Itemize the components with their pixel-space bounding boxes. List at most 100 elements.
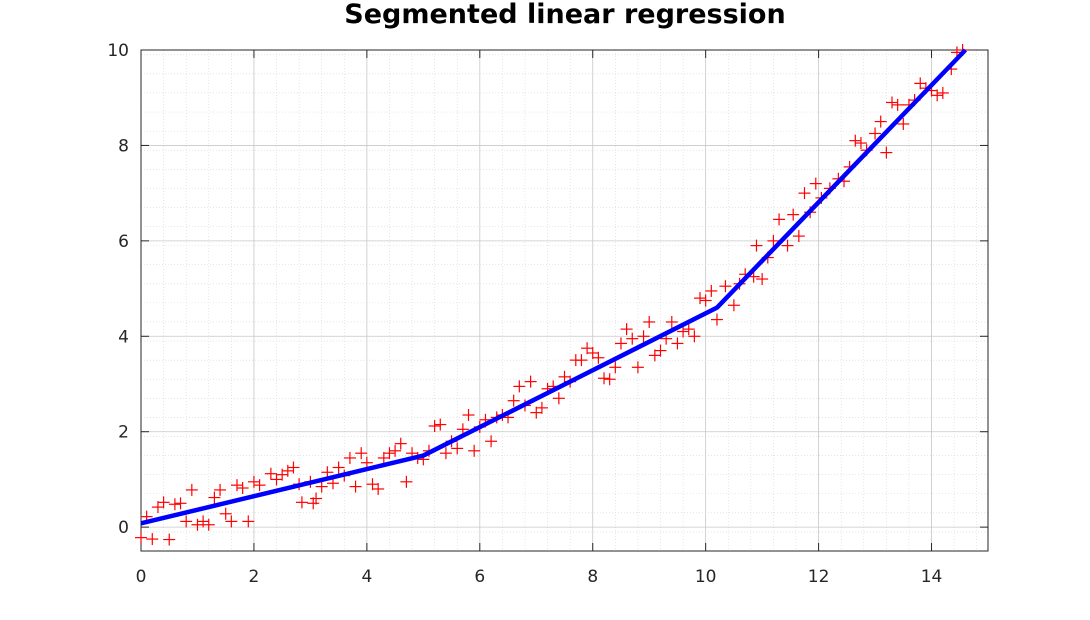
x-tick-label: 10 <box>695 567 717 587</box>
x-tick-label: 6 <box>474 567 485 587</box>
data-point <box>168 498 181 511</box>
plot-frame <box>140 49 989 552</box>
data-point <box>270 473 283 486</box>
data-point <box>598 372 611 385</box>
data-point <box>592 351 605 364</box>
data-point <box>287 461 300 474</box>
data-point <box>281 464 294 477</box>
data-point <box>295 496 308 509</box>
data-point <box>377 451 390 464</box>
fit-line-group <box>140 48 968 526</box>
data-point <box>230 479 243 492</box>
data-point <box>264 467 277 480</box>
data-point <box>637 330 650 343</box>
y-tick-label: 4 <box>118 327 129 347</box>
data-point <box>897 117 910 130</box>
axes <box>140 49 989 552</box>
data-point <box>688 330 701 343</box>
y-tick-label: 10 <box>107 41 129 61</box>
data-point <box>191 518 204 531</box>
data-point <box>315 480 328 493</box>
data-point <box>886 96 899 109</box>
data-point <box>225 515 238 528</box>
grid <box>140 49 988 552</box>
data-point <box>389 444 402 457</box>
data-point <box>648 349 661 362</box>
x-tick-label: 12 <box>808 567 830 587</box>
data-point <box>936 86 949 99</box>
data-point <box>372 482 385 495</box>
data-point <box>654 344 667 357</box>
data-point <box>581 342 594 355</box>
data-point <box>360 456 373 469</box>
data-point <box>383 447 396 460</box>
data-point <box>781 239 794 252</box>
data-point <box>767 234 780 247</box>
data-point <box>400 475 413 488</box>
data-point <box>197 515 210 528</box>
y-tick-label: 6 <box>118 232 129 252</box>
data-point <box>665 315 678 328</box>
data-point <box>485 435 498 448</box>
data-point <box>914 77 927 90</box>
data-point <box>451 442 464 455</box>
data-point <box>719 280 732 293</box>
data-point <box>439 447 452 460</box>
data-point <box>891 98 904 111</box>
data-point <box>727 299 740 312</box>
data-point <box>530 406 543 419</box>
data-point <box>699 294 712 307</box>
data-point <box>609 361 622 374</box>
data-point <box>151 501 164 514</box>
data-point <box>185 483 198 496</box>
data-point <box>355 447 368 460</box>
data-point <box>874 115 887 128</box>
data-point <box>671 337 684 350</box>
data-point <box>798 187 811 200</box>
data-point <box>349 480 362 493</box>
data-point <box>643 315 656 328</box>
data-point <box>620 323 633 336</box>
data-point <box>468 444 481 457</box>
data-point <box>756 273 769 286</box>
y-axis-ticks: 0 2 4 6 8 10 <box>107 41 988 538</box>
data-point <box>603 373 616 386</box>
y-tick-label: 0 <box>118 518 129 538</box>
x-tick-label: 2 <box>249 567 260 587</box>
data-point <box>321 466 334 479</box>
data-point <box>626 332 639 345</box>
data-point <box>507 394 520 407</box>
data-point <box>332 461 345 474</box>
scatter-points <box>135 44 969 546</box>
data-point <box>202 518 215 531</box>
data-point <box>552 392 565 405</box>
chart-title: Segmented linear regression <box>344 0 785 30</box>
data-point <box>462 409 475 422</box>
data-point <box>705 284 718 297</box>
data-point <box>809 177 822 190</box>
data-point <box>694 292 707 305</box>
data-point <box>208 491 221 504</box>
data-point <box>677 325 690 338</box>
data-point <box>575 354 588 367</box>
data-point <box>750 239 763 252</box>
y-tick-label: 8 <box>118 136 129 156</box>
data-point <box>434 418 447 431</box>
data-point <box>310 492 323 505</box>
data-point <box>854 137 867 150</box>
data-point <box>931 89 944 102</box>
data-point <box>163 533 176 546</box>
data-point <box>880 146 893 159</box>
data-point <box>586 346 599 359</box>
data-point <box>247 475 260 488</box>
x-tick-label: 14 <box>921 567 943 587</box>
data-point <box>180 515 193 528</box>
data-point <box>214 483 227 496</box>
data-point <box>174 497 187 510</box>
data-point <box>631 361 644 374</box>
data-point <box>307 497 320 510</box>
data-point <box>219 507 232 520</box>
data-point <box>558 370 571 383</box>
data-point <box>513 380 526 393</box>
